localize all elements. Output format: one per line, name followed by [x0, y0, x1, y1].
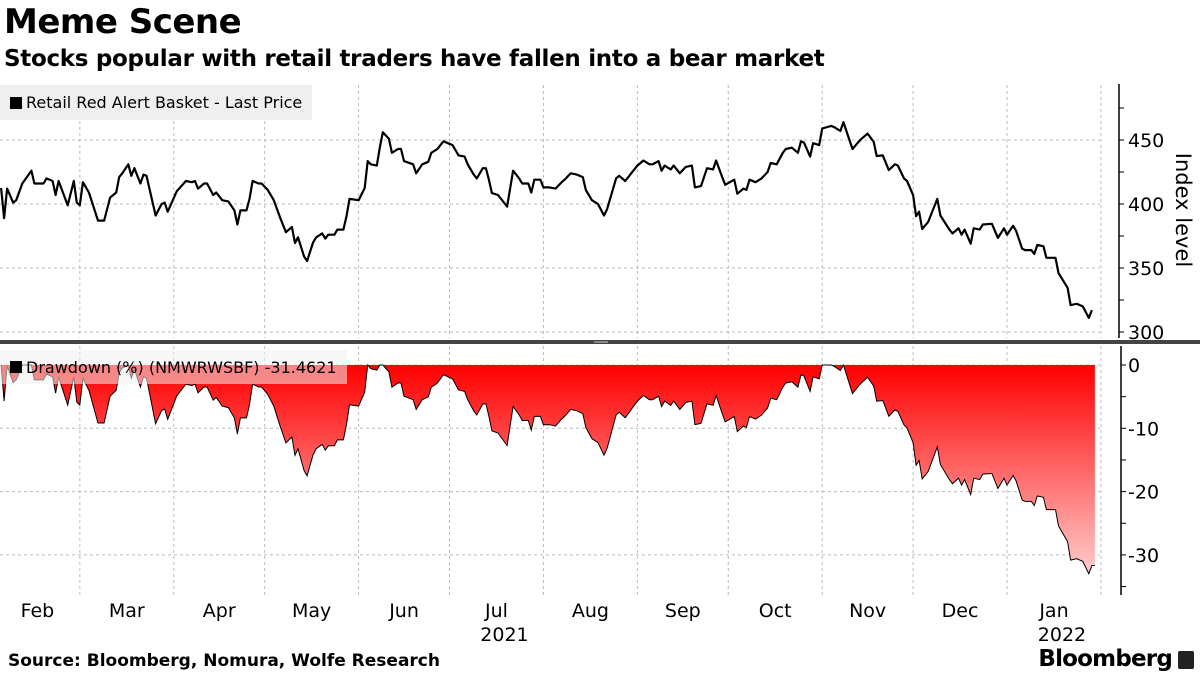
- x-tick-label: Oct: [759, 600, 792, 622]
- drawdown-line: [0, 363, 1095, 575]
- x-tick-label: May: [292, 600, 331, 622]
- panel-resize-handle: [594, 341, 608, 343]
- y-tick-label-top: 350: [1128, 258, 1164, 280]
- bloomberg-chart-icon: [1178, 651, 1194, 669]
- y-tick-label-bottom: -10: [1128, 418, 1159, 440]
- x-tick-label: Apr: [203, 600, 236, 622]
- legend-drawdown: Drawdown (%) (NMWRWSBF) -31.4621: [0, 350, 347, 384]
- axes: 300 350 400 450 Index level 0 -10 -20 -30 Feb Mar A…: [0, 84, 1200, 646]
- legend-swatch: [10, 361, 22, 373]
- drawdown-area: [0, 365, 1095, 574]
- legend-swatch: [10, 96, 22, 109]
- legend-price: Retail Red Alert Basket - Last Price: [0, 85, 313, 120]
- y-tick-label-bottom: -20: [1128, 482, 1159, 504]
- x-year-label: 2021: [480, 624, 528, 646]
- price-line: [0, 120, 1093, 319]
- x-tick-label: Mar: [109, 600, 145, 622]
- y-tick-label-bottom: 0: [1128, 355, 1140, 377]
- series-marks: [0, 120, 1095, 575]
- y-axis-title: Index level: [1171, 153, 1195, 267]
- y-tick-label-top: 450: [1128, 130, 1164, 152]
- x-tick-label: Dec: [942, 600, 979, 622]
- x-tick-label: Jul: [484, 600, 508, 622]
- bloomberg-logo: Bloomberg: [1038, 646, 1172, 672]
- y-tick-label-top: 400: [1128, 194, 1164, 216]
- legend-drawdown-label: Drawdown (%) (NMWRWSBF) -31.4621: [26, 357, 337, 377]
- x-tick-label: Jan: [1038, 600, 1068, 622]
- chart-subtitle: Stocks popular with retail traders have …: [4, 46, 825, 72]
- x-year-label: 2022: [1038, 624, 1086, 646]
- source-note: Source: Bloomberg, Nomura, Wolfe Researc…: [8, 651, 440, 671]
- x-tick-label: Aug: [572, 600, 609, 622]
- y-tick-label-bottom: -30: [1128, 545, 1159, 567]
- legend-price-label: Retail Red Alert Basket - Last Price: [26, 93, 303, 112]
- gridlines: [0, 85, 1102, 596]
- chart-title: Meme Scene: [4, 2, 242, 42]
- y-tick-label-top: 300: [1128, 322, 1164, 344]
- x-tick-label: Sep: [665, 600, 701, 622]
- x-tick-label: Jun: [388, 600, 419, 622]
- x-tick-label: Feb: [21, 600, 55, 622]
- x-tick-label: Nov: [849, 600, 886, 622]
